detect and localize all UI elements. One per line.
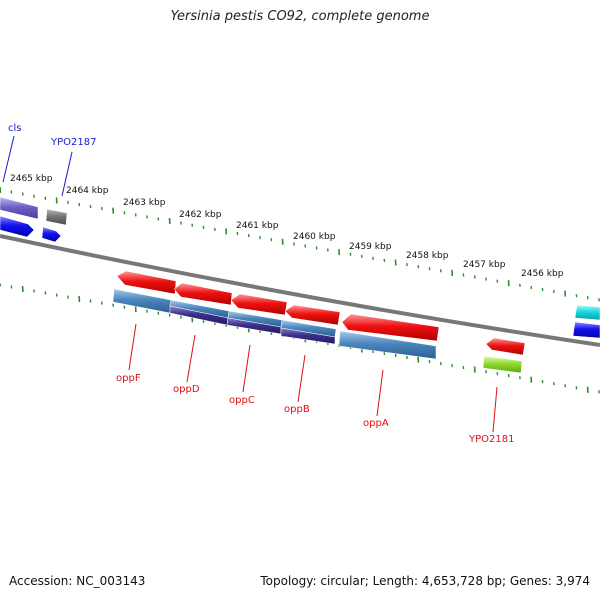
genome-backbone bbox=[0, 234, 600, 347]
block-ypo2181-green[interactable] bbox=[482, 355, 523, 374]
genome-summary-text: Topology: circular; Length: 4,653,728 bp… bbox=[260, 574, 590, 588]
leader-oppb bbox=[297, 354, 306, 403]
scale-label-2458: 2458 kbp bbox=[406, 251, 449, 261]
label-ypo2181[interactable]: YPO2181 bbox=[468, 434, 514, 445]
scale-label-2461: 2461 kbp bbox=[236, 221, 279, 231]
gene-ypo2187-gray[interactable] bbox=[45, 208, 68, 226]
scale-labels: 2465 kbp 2464 kbp 2463 kbp 2462 kbp 2461… bbox=[10, 174, 564, 279]
gene-right-blue[interactable] bbox=[572, 321, 600, 339]
cds-oppf[interactable] bbox=[116, 270, 177, 295]
label-oppb[interactable]: oppB bbox=[284, 404, 310, 415]
leader-cls bbox=[2, 135, 15, 183]
scale-label-2465: 2465 kbp bbox=[10, 174, 53, 184]
cds-oppa[interactable] bbox=[341, 313, 440, 342]
gene-cls-purple[interactable] bbox=[0, 196, 39, 220]
scale-label-2456: 2456 kbp bbox=[521, 269, 564, 279]
scale-label-2460: 2460 kbp bbox=[293, 232, 336, 242]
label-oppd[interactable]: oppD bbox=[173, 384, 200, 395]
scale-label-2459: 2459 kbp bbox=[349, 242, 392, 252]
label-oppc[interactable]: oppC bbox=[229, 395, 255, 406]
cds-oppc[interactable] bbox=[230, 293, 288, 316]
leader-lines bbox=[2, 135, 498, 433]
cds-oppb[interactable] bbox=[284, 304, 341, 326]
cds-track bbox=[116, 270, 526, 356]
scale-label-2464: 2464 kbp bbox=[66, 186, 109, 196]
label-ypo2187[interactable]: YPO2187 bbox=[50, 137, 96, 148]
leader-oppf bbox=[128, 323, 137, 371]
block-oppa-steel[interactable] bbox=[338, 330, 437, 360]
cds-ypo2181[interactable] bbox=[485, 337, 526, 356]
leader-ypo2187 bbox=[61, 151, 73, 197]
gene-labels: cls YPO2187 oppF oppD oppC oppB oppA YPO… bbox=[8, 123, 514, 445]
leader-oppc bbox=[242, 344, 251, 393]
label-cls[interactable]: cls bbox=[8, 123, 22, 134]
scale-label-2457: 2457 kbp bbox=[463, 260, 506, 270]
gene-block-track bbox=[112, 288, 523, 374]
cds-oppd[interactable] bbox=[173, 282, 233, 306]
label-oppf[interactable]: oppF bbox=[116, 373, 141, 384]
gene-features-right bbox=[572, 304, 600, 339]
leader-oppd bbox=[186, 334, 196, 383]
accession-text: Accession: NC_003143 bbox=[9, 574, 146, 588]
map-title: Yersinia pestis CO92, complete genome bbox=[170, 9, 430, 24]
gene-right-cyan[interactable] bbox=[574, 304, 600, 321]
block-oppb-dark[interactable] bbox=[280, 327, 336, 345]
gene-ypo2187-blue-arrow[interactable] bbox=[41, 226, 62, 243]
block-oppf-steel[interactable] bbox=[112, 288, 172, 314]
leader-ypo2181 bbox=[492, 386, 498, 433]
scale-label-2462: 2462 kbp bbox=[179, 210, 222, 220]
outer-tick-track bbox=[0, 186, 600, 302]
gene-features-left bbox=[0, 196, 68, 243]
leader-oppa bbox=[376, 369, 384, 417]
label-oppa[interactable]: oppA bbox=[363, 418, 389, 429]
gene-cls-blue-arrow[interactable] bbox=[0, 215, 35, 238]
scale-label-2463: 2463 kbp bbox=[123, 198, 166, 208]
